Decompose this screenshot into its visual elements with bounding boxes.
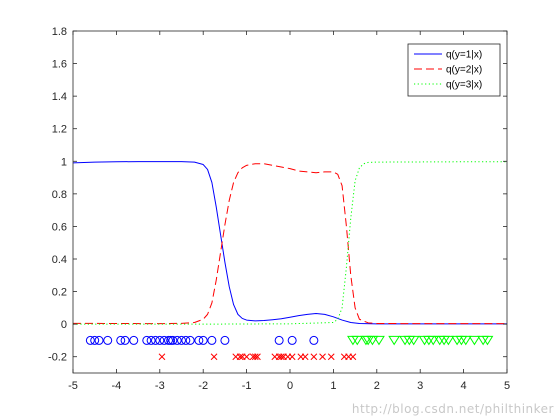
x-tick-label: 1 — [330, 380, 336, 392]
sample-triangle-marker — [351, 335, 364, 346]
sample-triangle-marker — [442, 335, 455, 346]
sample-x-marker — [288, 353, 296, 361]
sample-x-marker — [251, 353, 259, 361]
sample-circle-marker — [168, 335, 178, 345]
sample-x-stroke — [277, 353, 285, 361]
sample-circle-marker — [207, 335, 217, 345]
legend-label: q(y=2|x) — [446, 65, 482, 76]
y-tick-label: 0.4 — [52, 254, 67, 266]
x-tick-label: -1 — [242, 380, 252, 392]
y-tick-label: 1.6 — [52, 59, 67, 71]
sample-circle-marker — [309, 335, 319, 345]
sample-x-marker — [158, 353, 166, 361]
sample-x-marker — [243, 353, 250, 361]
sample-x-marker — [236, 353, 244, 361]
y-tick-label: 1.2 — [52, 124, 67, 136]
x-tick-label: 2 — [374, 380, 380, 392]
sample-x-stroke — [349, 353, 357, 361]
x-tick-label: -4 — [112, 380, 122, 392]
series-lines — [72, 161, 507, 325]
sample-x-marker — [277, 353, 285, 361]
y-tick-label: 0.8 — [52, 189, 67, 201]
sample-triangle-marker — [459, 335, 472, 346]
series-line-q2 — [72, 163, 507, 325]
sample-x-marker — [327, 353, 335, 361]
sample-circle-marker — [198, 335, 208, 345]
legend-label: q(y=1|x) — [446, 50, 482, 61]
sample-circle-marker — [181, 335, 191, 345]
sample-circle-marker — [163, 335, 173, 345]
y-axis: -0.2 0 0.2 0.4 0.6 0.8 1 1.2 1.4 1.6 1.8 — [48, 26, 507, 364]
sample-x-stroke — [158, 353, 166, 361]
sample-circle-marker — [177, 335, 186, 345]
sample-circle-marker — [120, 335, 130, 345]
sample-triangle-marker — [366, 335, 379, 346]
sample-circle-marker — [142, 335, 152, 345]
sample-x-marker — [319, 353, 326, 361]
sample-circle-marker — [94, 335, 104, 345]
sample-circle-marker — [220, 335, 230, 345]
sample-triangle-marker — [427, 335, 440, 346]
sample-circle-marker — [116, 335, 126, 345]
y-tick-label: 0 — [61, 319, 67, 331]
sample-x-stroke — [210, 353, 218, 361]
sample-circle-marker — [194, 335, 204, 345]
x-tick-label: -3 — [155, 380, 165, 392]
series-line-q1 — [72, 161, 507, 325]
sample-triangle-marker — [388, 335, 401, 346]
sample-circle-marker — [155, 335, 165, 345]
y-tick-label: 0.6 — [52, 221, 67, 233]
sample-x-stroke — [288, 353, 296, 361]
sample-x-stroke — [327, 353, 335, 361]
x-tick-label: 0 — [287, 380, 293, 392]
y-tick-label: -0.2 — [48, 352, 67, 364]
sample-circle-marker — [287, 335, 297, 345]
x-tick-label: 5 — [504, 380, 510, 392]
sample-x-stroke — [254, 353, 261, 361]
sample-x-marker — [349, 353, 357, 361]
x-axis: -5 -4 -3 -2 -1 0 1 2 3 4 5 — [68, 31, 510, 392]
sample-x-stroke — [236, 353, 244, 361]
sample-circle-marker — [166, 335, 176, 345]
sample-x-marker — [310, 353, 318, 361]
sample-circle-marker — [146, 335, 156, 345]
watermark: http://blog.csdn.net/philthinker — [351, 402, 554, 416]
sample-x-stroke — [243, 353, 250, 361]
legend-box — [407, 43, 501, 97]
sample-triangle-marker — [481, 335, 494, 346]
sample-circle-marker — [85, 335, 95, 345]
sample-circle-marker — [172, 335, 182, 345]
sample-markers — [85, 335, 494, 361]
sample-triangle-marker — [407, 335, 420, 346]
sample-x-marker — [210, 353, 218, 361]
x-tick-label: 3 — [417, 380, 423, 392]
sample-circle-marker — [185, 335, 195, 345]
sample-x-stroke — [251, 353, 259, 361]
sample-x-stroke — [301, 353, 309, 361]
sample-x-stroke — [310, 353, 318, 361]
sample-circle-marker — [90, 335, 100, 345]
sample-circle-marker — [159, 335, 169, 345]
sample-circle-marker — [274, 335, 284, 345]
x-tick-label: -2 — [198, 380, 208, 392]
y-tick-label: 1 — [61, 156, 67, 168]
sample-triangle-marker — [373, 335, 385, 346]
y-tick-label: 1.4 — [52, 91, 67, 103]
sample-x-marker — [301, 353, 309, 361]
y-tick-label: 0.2 — [52, 287, 67, 299]
y-tick-label: 1.8 — [52, 26, 67, 38]
sample-circle-marker — [150, 335, 160, 345]
legend-label: q(y=3|x) — [446, 80, 482, 91]
sample-x-marker — [254, 353, 261, 361]
sample-x-stroke — [319, 353, 326, 361]
legend: q(y=1|x) q(y=2|x) q(y=3|x) — [407, 43, 501, 97]
x-tick-label: 4 — [461, 380, 467, 392]
sample-triangle-marker — [468, 335, 481, 346]
sample-circle-marker — [103, 335, 113, 345]
sample-circle-marker — [129, 335, 139, 345]
x-tick-label: -5 — [68, 380, 78, 392]
